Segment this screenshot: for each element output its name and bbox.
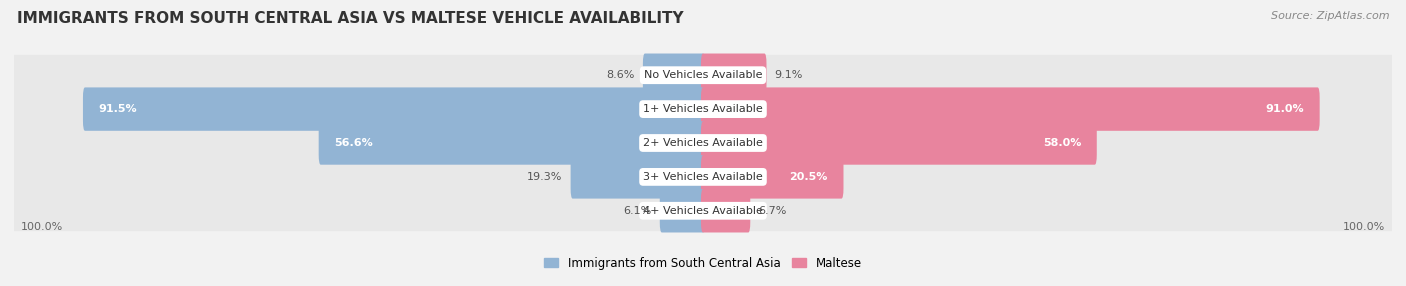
Text: Source: ZipAtlas.com: Source: ZipAtlas.com — [1271, 11, 1389, 21]
Text: 56.6%: 56.6% — [335, 138, 373, 148]
FancyBboxPatch shape — [13, 89, 1393, 130]
Text: 6.1%: 6.1% — [623, 206, 651, 216]
Text: 8.6%: 8.6% — [606, 70, 634, 80]
FancyBboxPatch shape — [643, 53, 704, 97]
Legend: Immigrants from South Central Asia, Maltese: Immigrants from South Central Asia, Malt… — [540, 252, 866, 274]
FancyBboxPatch shape — [702, 53, 766, 97]
Text: 2+ Vehicles Available: 2+ Vehicles Available — [643, 138, 763, 148]
FancyBboxPatch shape — [13, 190, 1393, 231]
FancyBboxPatch shape — [702, 155, 844, 198]
FancyBboxPatch shape — [13, 55, 1393, 96]
FancyBboxPatch shape — [13, 123, 1393, 163]
Text: 4+ Vehicles Available: 4+ Vehicles Available — [643, 206, 763, 216]
FancyBboxPatch shape — [702, 121, 1097, 165]
Text: 6.7%: 6.7% — [758, 206, 787, 216]
FancyBboxPatch shape — [571, 155, 704, 198]
FancyBboxPatch shape — [702, 189, 751, 233]
Text: No Vehicles Available: No Vehicles Available — [644, 70, 762, 80]
Text: 19.3%: 19.3% — [527, 172, 562, 182]
Text: 100.0%: 100.0% — [21, 222, 63, 232]
Text: 9.1%: 9.1% — [775, 70, 803, 80]
Text: 58.0%: 58.0% — [1043, 138, 1081, 148]
Text: 100.0%: 100.0% — [1343, 222, 1385, 232]
Text: 91.5%: 91.5% — [98, 104, 138, 114]
Text: 3+ Vehicles Available: 3+ Vehicles Available — [643, 172, 763, 182]
FancyBboxPatch shape — [13, 156, 1393, 197]
Text: 1+ Vehicles Available: 1+ Vehicles Available — [643, 104, 763, 114]
Text: 20.5%: 20.5% — [790, 172, 828, 182]
Text: IMMIGRANTS FROM SOUTH CENTRAL ASIA VS MALTESE VEHICLE AVAILABILITY: IMMIGRANTS FROM SOUTH CENTRAL ASIA VS MA… — [17, 11, 683, 26]
FancyBboxPatch shape — [659, 189, 704, 233]
FancyBboxPatch shape — [319, 121, 704, 165]
FancyBboxPatch shape — [702, 88, 1320, 131]
Text: 91.0%: 91.0% — [1265, 104, 1305, 114]
FancyBboxPatch shape — [83, 88, 704, 131]
